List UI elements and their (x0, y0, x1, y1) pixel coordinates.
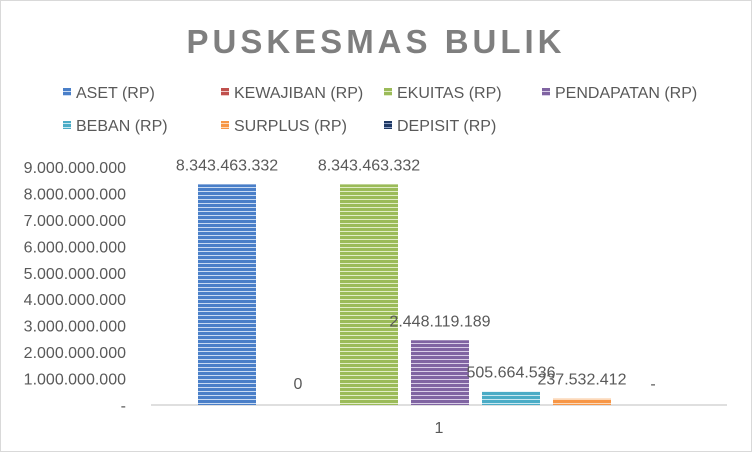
legend-label-aset: ASET (RP) (76, 85, 155, 102)
y-tick-label: - (121, 398, 126, 415)
bars (198, 184, 611, 405)
x-tick-label: 1 (435, 420, 444, 437)
legend-swatch-ekuitas (384, 88, 392, 96)
y-tick-label: 8.000.000.000 (24, 186, 126, 203)
y-axis: - 1.000.000.000 2.000.000.000 3.000.000.000… (24, 160, 126, 415)
x-axis: 1 (151, 404, 727, 437)
data-label-aset: 8.343.463.332 (176, 157, 278, 174)
legend-item-beban: BEBAN (RP) (63, 118, 168, 135)
legend-label-ekuitas: EKUITAS (RP) (397, 85, 502, 102)
bar-ekuitas (340, 184, 398, 405)
legend-label-surplus: SURPLUS (RP) (234, 118, 347, 135)
y-tick-label: 5.000.000.000 (24, 266, 126, 283)
data-label-beban: 505.664.536 (467, 365, 556, 382)
bar-beban (482, 391, 540, 405)
y-tick-label: 4.000.000.000 (24, 292, 126, 309)
legend-swatch-surplus (221, 121, 229, 129)
bar-aset (198, 184, 256, 405)
y-tick-label: 9.000.000.000 (24, 160, 126, 177)
legend-item-depisit: DEPISIT (RP) (384, 118, 496, 135)
data-label-ekuitas: 8.343.463.332 (318, 157, 420, 174)
legend-item-pendapatan: PENDAPATAN (RP) (542, 85, 697, 102)
bar-pendapatan (411, 340, 469, 405)
legend-item-aset: ASET (RP) (63, 85, 155, 102)
legend-swatch-beban (63, 121, 71, 129)
y-tick-label: 1.000.000.000 (24, 372, 126, 389)
legend-item-ekuitas: EKUITAS (RP) (384, 85, 502, 102)
legend-label-pendapatan: PENDAPATAN (RP) (555, 85, 697, 102)
y-tick-label: 7.000.000.000 (24, 213, 126, 230)
data-labels: 8.343.463.332 0 8.343.463.332 2.448.119.189… (176, 157, 656, 393)
bar-surplus (553, 398, 611, 405)
chart-title: PUSKESMAS BULIK (186, 23, 565, 60)
legend-swatch-kewajiban (221, 88, 229, 96)
legend-label-beban: BEBAN (RP) (76, 118, 168, 135)
y-tick-label: 2.000.000.000 (24, 345, 126, 362)
data-label-surplus: 237.532.412 (538, 372, 627, 389)
legend-item-kewajiban: KEWAJIBAN (RP) (221, 85, 363, 102)
legend-swatch-depisit (384, 121, 392, 129)
legend-label-kewajiban: KEWAJIBAN (RP) (234, 85, 363, 102)
y-tick-label: 3.000.000.000 (24, 319, 126, 336)
data-label-kewajiban: 0 (294, 376, 303, 393)
legend-swatch-aset (63, 88, 71, 96)
legend-label-depisit: DEPISIT (RP) (397, 118, 496, 135)
legend-swatch-pendapatan (542, 88, 550, 96)
y-tick-label: 6.000.000.000 (24, 239, 126, 256)
legend-item-surplus: SURPLUS (RP) (221, 118, 347, 135)
legend: ASET (RP) KEWAJIBAN (RP) EKUITAS (RP) PENDA… (63, 85, 697, 135)
data-label-pendapatan: 2.448.119.189 (389, 313, 490, 330)
data-label-depisit: - (650, 376, 655, 393)
